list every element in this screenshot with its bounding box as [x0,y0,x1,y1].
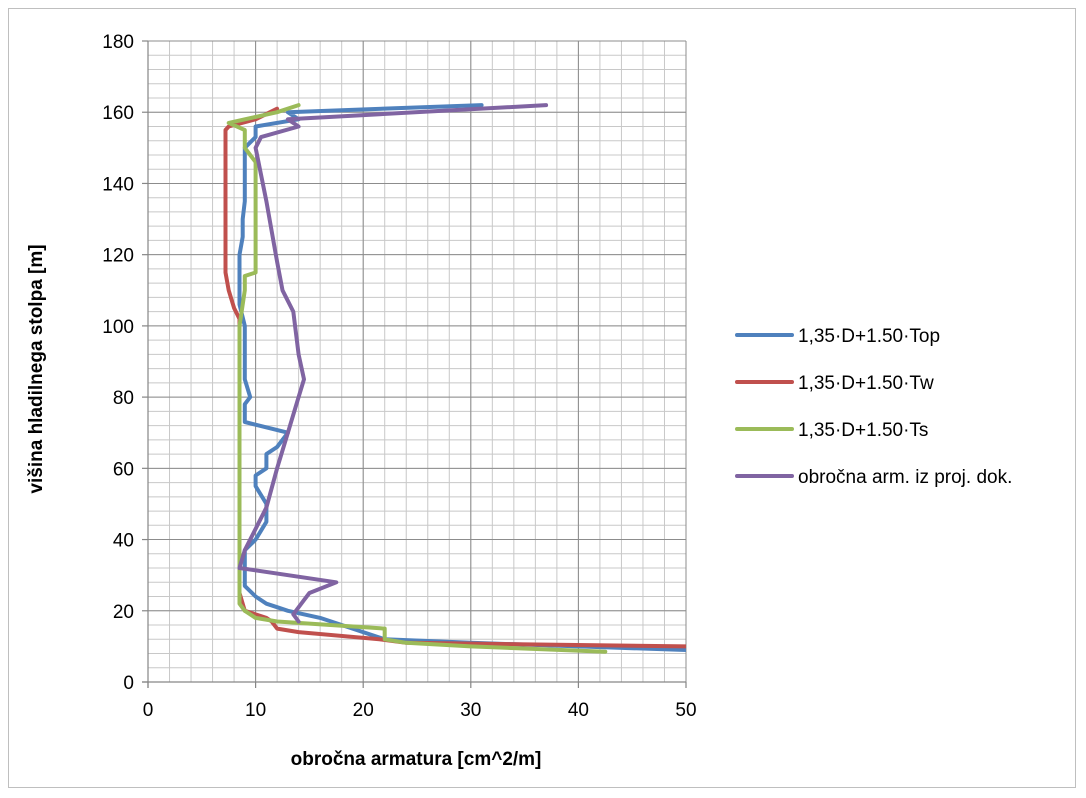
y-tick-label: 40 [113,531,134,552]
legend-label: obročna arm. iz proj. dok. [798,467,1012,488]
series-line-1 [237,103,686,652]
x-tick-label: 20 [353,700,374,721]
y-tick-label: 20 [113,602,134,623]
series-line-2 [223,106,686,649]
y-tick-label: 180 [102,32,134,53]
y-tick-label: 80 [113,388,134,409]
x-tick-label: 50 [675,700,696,721]
chart-svg: 0 10 20 30 40 50 0 20 40 60 80 100 120 140 160 180 obro… [26,32,1012,770]
y-tick-label: 160 [102,103,134,124]
series-line-4 [237,103,549,624]
y-tick-label: 60 [113,459,134,480]
legend-item: obročna arm. iz proj. dok. [735,467,1012,488]
y-tick-label: 0 [123,673,134,694]
grid-minor [147,40,687,683]
legend-item: 1,35·D+1.50·Tw [735,373,934,394]
y-axis-title: višina hladilnega stolpa [m] [26,244,47,493]
tick-labels: 0 10 20 30 40 50 0 20 40 60 80 100 120 140 160 180 [102,32,696,721]
legend-item: 1,35·D+1.50·Ts [735,420,928,441]
x-tick-label: 10 [245,700,266,721]
x-tick-label: 30 [460,700,481,721]
series-lines [223,103,686,654]
legend-item: 1,35·D+1.50·Top [735,326,940,347]
legend-label: 1,35·D+1.50·Top [798,326,940,347]
x-tick-label: 0 [143,700,154,721]
y-tick-label: 120 [102,246,134,267]
x-tick-label: 40 [568,700,589,721]
chart-frame: 0 10 20 30 40 50 0 20 40 60 80 100 120 140 160 180 obro… [8,8,1076,788]
x-axis-title: obročna armatura [cm^2/m] [291,749,542,770]
y-tick-label: 140 [102,174,134,195]
legend-label: 1,35·D+1.50·Ts [798,420,928,441]
y-tick-label: 100 [102,317,134,338]
series-line-3 [226,103,608,654]
legend-label: 1,35·D+1.50·Tw [798,373,934,394]
legend: 1,35·D+1.50·Top 1,35·D+1.50·Tw 1,35·D+1.50… [735,326,1012,488]
